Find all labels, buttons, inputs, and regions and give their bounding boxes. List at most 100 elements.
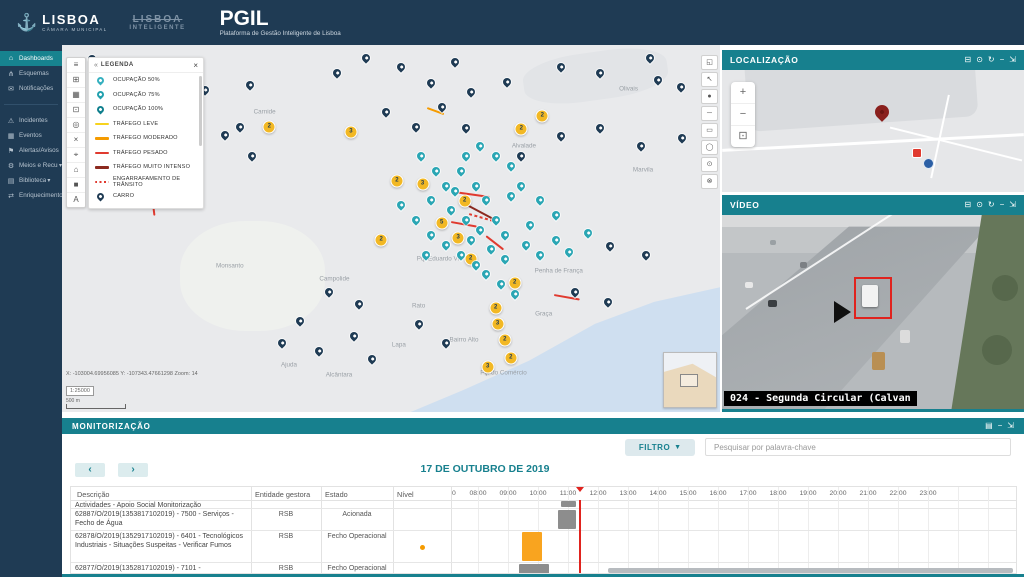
car-pin-marker[interactable] — [380, 106, 392, 118]
occupancy-pin-marker[interactable] — [474, 224, 487, 236]
cluster-marker[interactable]: 2 — [504, 351, 518, 365]
sensor-marker[interactable] — [922, 157, 934, 169]
buffer-button[interactable]: ⊙ — [701, 157, 718, 172]
video-camera-icon[interactable]: ⊙ — [976, 200, 983, 209]
legend-close-icon[interactable]: × — [193, 60, 198, 70]
cluster-marker[interactable]: 3 — [416, 177, 430, 191]
occupancy-pin-marker[interactable] — [474, 140, 487, 152]
search-input[interactable] — [705, 438, 1011, 456]
car-pin-marker[interactable] — [348, 330, 360, 342]
filter-button[interactable]: FILTRO ▼ — [625, 439, 695, 456]
car-pin-marker[interactable] — [395, 61, 407, 74]
car-pin-marker[interactable] — [501, 76, 513, 89]
search-button[interactable]: ⌖ — [67, 148, 85, 163]
table-row[interactable]: Actividades - Apoio Social Monitorização — [71, 500, 1016, 509]
occupancy-pin-marker[interactable] — [520, 239, 532, 251]
cluster-marker[interactable]: 2 — [458, 194, 472, 208]
grid-button[interactable]: ▦ — [67, 88, 85, 103]
car-pin-marker[interactable] — [276, 337, 289, 349]
occupancy-pin-marker[interactable] — [460, 150, 472, 162]
car-pin-marker[interactable] — [460, 121, 472, 134]
localizacao-minimize-icon[interactable]: − — [999, 55, 1005, 64]
occupancy-pin-marker[interactable] — [505, 189, 517, 202]
video-expand-icon[interactable]: ⇲ — [1009, 200, 1016, 209]
occupancy-pin-marker[interactable] — [410, 214, 422, 226]
occupancy-pin-marker[interactable] — [445, 204, 457, 216]
occupancy-pin-marker[interactable] — [439, 179, 452, 192]
extent-button[interactable]: ⊡ — [67, 103, 85, 118]
occupancy-pin-marker[interactable] — [514, 179, 527, 192]
occupancy-pin-marker[interactable] — [495, 278, 507, 290]
car-pin-marker[interactable] — [233, 120, 246, 133]
cluster-marker[interactable]: 2 — [262, 120, 276, 134]
monitorizacao-export-icon[interactable]: ▤ — [985, 421, 993, 430]
occupancy-pin-marker[interactable] — [505, 160, 517, 172]
labels-button[interactable]: A — [73, 195, 79, 204]
occupancy-pin-marker[interactable] — [425, 229, 437, 241]
occupancy-pin-marker[interactable] — [480, 268, 492, 280]
overview-button[interactable]: ◱ — [701, 55, 718, 70]
occupancy-pin-marker[interactable] — [425, 194, 437, 206]
localizacao-minimap[interactable]: + − ⊡ — [722, 70, 1024, 192]
localizacao-print-icon[interactable]: ⊟ — [964, 55, 972, 64]
sidebar-item-dashboards[interactable]: ⌂ Dashboards — [0, 51, 62, 66]
circle-button[interactable]: ◯ — [701, 140, 718, 155]
occupancy-pin-marker[interactable] — [489, 150, 502, 162]
car-pin-marker[interactable] — [640, 248, 652, 261]
table-row[interactable]: 62878/O/2019(1352917102019) - 6401 - Tec… — [71, 531, 1016, 563]
video-print-icon[interactable]: ⊟ — [964, 200, 972, 209]
sidebar-item-eventos[interactable]: ▦ Eventos — [0, 128, 62, 143]
play-button[interactable] — [834, 301, 851, 323]
occupancy-pin-marker[interactable] — [509, 288, 522, 300]
pan-button[interactable]: ≡ — [67, 58, 85, 73]
sidebar-item-esquemas[interactable]: ⋔ Esquemas — [0, 66, 62, 81]
sidebar-item-incidentes[interactable]: ⚠ Incidentes — [0, 113, 62, 128]
car-pin-marker[interactable] — [602, 295, 614, 308]
occupancy-pin-marker[interactable] — [549, 234, 562, 246]
car-pin-marker[interactable] — [425, 77, 437, 89]
locate-button[interactable]: ◎ — [67, 118, 85, 133]
next-day-button[interactable]: › — [118, 463, 148, 477]
cluster-marker[interactable]: 2 — [390, 174, 404, 188]
sidebar-item-alertas-avisos[interactable]: ⚑ Alertas/Avisos — [0, 143, 62, 158]
extent-button[interactable]: ⊡ — [738, 130, 748, 142]
car-pin-marker[interactable] — [464, 86, 477, 98]
sidebar-item-biblioteca[interactable]: ▤ Biblioteca ▾ — [0, 173, 62, 188]
occupancy-pin-marker[interactable] — [582, 227, 595, 239]
car-pin-marker[interactable] — [353, 298, 366, 310]
localizacao-camera-icon[interactable]: ⊙ — [976, 55, 983, 64]
cluster-marker[interactable]: 3 — [451, 231, 465, 245]
line-button[interactable]: ─ — [701, 106, 718, 121]
gantt-bar[interactable] — [560, 501, 576, 507]
occupancy-pin-marker[interactable] — [549, 209, 562, 221]
main-map[interactable]: CarnideBenficaOlivaisMarvilaAlvaladeMons… — [62, 45, 720, 412]
clear-button[interactable]: × — [67, 133, 85, 148]
cluster-marker[interactable]: 2 — [535, 109, 549, 123]
car-pin-marker[interactable] — [218, 128, 231, 141]
occupancy-pin-marker[interactable] — [485, 243, 497, 256]
occupancy-pin-marker[interactable] — [439, 239, 452, 251]
overview-inset-map[interactable] — [663, 352, 717, 408]
table-row[interactable]: 62887/O/2019(1353817102019) - 7500 - Ser… — [71, 509, 1016, 531]
occupancy-pin-marker[interactable] — [414, 150, 427, 162]
table-row[interactable]: 62877/O/2019(1352817102019) - 7101 - RSB F… — [71, 563, 1016, 573]
car-pin-marker[interactable] — [604, 240, 616, 252]
occupancy-pin-marker[interactable] — [562, 246, 575, 259]
layers-button[interactable]: ⊞ — [67, 73, 85, 88]
car-pin-marker[interactable] — [243, 79, 256, 92]
basemap-button[interactable]: ■ — [67, 178, 85, 193]
select-button[interactable]: ↖ — [701, 72, 718, 87]
car-pin-marker[interactable] — [412, 317, 425, 330]
car-pin-marker[interactable] — [675, 81, 687, 93]
car-pin-marker[interactable] — [449, 55, 462, 68]
car-pin-marker[interactable] — [410, 120, 422, 133]
occupancy-pin-marker[interactable] — [455, 165, 467, 177]
camera-marker[interactable] — [912, 148, 923, 159]
occupancy-pin-marker[interactable] — [499, 253, 512, 266]
monitorizacao-minimize-icon[interactable]: − — [997, 421, 1003, 430]
cluster-marker[interactable]: 2 — [489, 301, 503, 315]
video-minimize-icon[interactable]: − — [999, 200, 1005, 209]
previous-day-button[interactable]: ‹ — [75, 463, 105, 477]
cluster-marker[interactable]: 2 — [514, 122, 528, 136]
occupancy-pin-marker[interactable] — [430, 165, 442, 177]
